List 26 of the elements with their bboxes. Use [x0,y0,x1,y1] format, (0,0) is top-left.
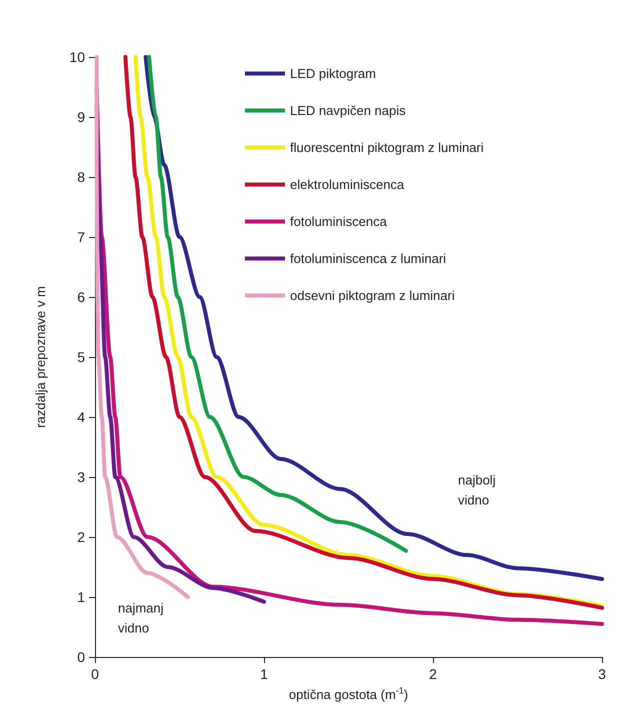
line-series [94,55,190,599]
y-tick-label: 8 [77,169,86,185]
y-tick-label: 7 [77,229,86,245]
x-tick-label: 1 [260,666,268,682]
legend-label: LED piktogram [290,66,376,81]
legend-label: elektroluminiscenca [290,177,405,192]
y-tick-label: 5 [77,349,86,365]
y-tick-label: 2 [77,529,86,545]
y-tick-label: 3 [77,469,86,485]
annotation: najbolj vidno [458,472,496,508]
y-tick-label: 10 [69,49,86,65]
x-tick-label: 2 [429,666,438,682]
annotation: najmanj vidno [118,600,164,636]
y-tick-label: 9 [77,109,86,125]
legend-label: fotoluminiscenca z luminari [290,251,446,266]
legend-label: fotoluminiscenca [290,214,388,229]
legend-label: odsevni piktogram z luminari [290,288,455,303]
y-tick-label: 1 [77,589,86,605]
legend-label: fluorescentni piktogram z luminari [290,140,484,155]
x-tick-label: 0 [91,666,100,682]
y-tick-label: 0 [77,649,86,665]
x-tick-label: 3 [598,666,606,682]
y-axis-title: razdalja prepoznave v m [33,286,48,428]
legend-label: LED navpičen napis [290,103,406,118]
y-tick-label: 4 [77,409,86,425]
y-tick-label: 6 [77,289,86,305]
